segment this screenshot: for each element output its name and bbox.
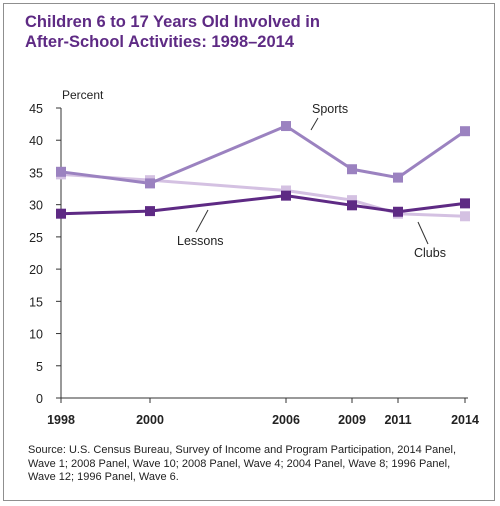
clubs-label-leader — [417, 221, 429, 245]
y-tick-label: 10 — [29, 328, 43, 342]
clubs-point — [281, 185, 291, 196]
x-tick-label: 2014 — [451, 413, 479, 427]
source-note: Source: U.S. Census Bureau, Survey of In… — [28, 444, 457, 483]
sports-line — [60, 124, 466, 185]
sports-point — [393, 172, 403, 183]
lessons-point — [56, 208, 66, 219]
chart-title-line-2: After-School Activities: 1998–2014 — [25, 33, 295, 51]
lessons-series-label: Lessons — [177, 234, 224, 248]
series-labels: Clubs Sports Lessons — [177, 102, 446, 260]
x-tick-label: 2009 — [338, 413, 366, 427]
sports-point — [145, 178, 155, 189]
chart-title: Children 6 to 17 Years Old Involved in A… — [25, 12, 465, 52]
y-tick-label: 45 — [29, 102, 43, 116]
lessons-point — [281, 190, 291, 201]
sports-point — [460, 126, 470, 137]
y-tick-label: 20 — [29, 263, 43, 277]
clubs-point — [347, 195, 357, 206]
series-lessons — [56, 190, 470, 219]
sports-series-label: Sports — [312, 102, 348, 116]
chart-title-line-1: Children 6 to 17 Years Old Involved in — [25, 13, 320, 31]
series-sports — [56, 121, 470, 189]
x-tick-label: 2000 — [136, 413, 164, 427]
clubs-line — [60, 172, 466, 218]
lessons-point — [347, 200, 357, 211]
x-tick-label: 2006 — [272, 413, 300, 427]
y-tick-label: 5 — [36, 360, 43, 374]
lessons-line — [60, 194, 466, 216]
series-layer — [56, 121, 470, 222]
lessons-point — [460, 198, 470, 209]
y-tick-label: 25 — [29, 231, 43, 245]
lessons-point — [145, 206, 155, 217]
y-tick-label: 40 — [29, 134, 43, 148]
chart-axes: Percent 0 5 10 15 20 25 30 35 40 45 1998 2000 2006 20… — [29, 88, 479, 427]
sports-point — [347, 164, 357, 175]
lessons-label-leader — [195, 209, 209, 233]
clubs-series-label: Clubs — [414, 246, 446, 260]
y-tick-label: 30 — [29, 199, 43, 213]
x-tick-label: 1998 — [47, 413, 75, 427]
x-tick-label: 2011 — [384, 413, 411, 427]
y-tick-label: 0 — [36, 392, 43, 406]
lessons-point — [393, 206, 403, 217]
y-tick-label: 35 — [29, 166, 43, 180]
chart-frame — [3, 3, 495, 501]
sports-point — [56, 166, 66, 177]
sports-point — [281, 121, 291, 132]
y-tick-label: 15 — [29, 295, 43, 309]
clubs-point — [460, 211, 470, 222]
sports-label-leader — [310, 117, 319, 131]
y-axis-label: Percent — [62, 88, 104, 102]
